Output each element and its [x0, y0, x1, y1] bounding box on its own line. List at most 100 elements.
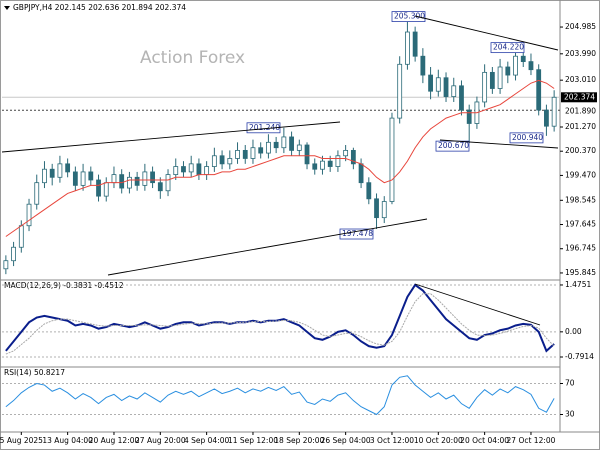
candle-body: [435, 77, 441, 92]
x-tick-label: 27 Aug 20:00: [135, 436, 186, 445]
level-label: 201.890: [565, 106, 596, 115]
annotation-label: 201.240: [249, 123, 280, 132]
candle-body: [181, 166, 186, 173]
y-tick-label: 198.545: [565, 195, 596, 204]
indicator-line: [5, 375, 555, 416]
candle-body: [381, 201, 387, 219]
y-tick-label: 0.00: [565, 327, 582, 336]
candle-body: [397, 63, 403, 119]
candle-body: [204, 166, 210, 176]
x-tick-label: 5 Aug 2025: [0, 436, 43, 445]
moving-average: [5, 79, 555, 237]
trend-line: [414, 15, 559, 51]
candle-body: [320, 160, 325, 170]
candle-body: [219, 155, 225, 165]
x-tick-label: 10 Oct 20:00: [414, 436, 463, 445]
candle-body: [459, 85, 464, 111]
candle-body: [103, 182, 109, 197]
annotation-box: [246, 122, 281, 134]
candle-body: [72, 171, 78, 186]
candle-body: [544, 109, 549, 127]
annotation-box: [509, 132, 544, 144]
candle-body: [528, 61, 534, 71]
annotation-label: 205.300: [394, 12, 425, 21]
y-tick-label: 199.470: [565, 170, 596, 179]
candle-body: [173, 166, 179, 176]
candle-body: [242, 149, 248, 159]
candle-body: [227, 158, 233, 165]
indicator-line: [5, 293, 555, 355]
indicator-line: [5, 283, 555, 353]
x-tick-label: 13 Aug 04:00: [42, 436, 93, 445]
candle-body: [551, 96, 557, 127]
y-tick-label: 30: [565, 410, 575, 419]
candle-body: [65, 163, 71, 173]
y-tick-label: 195.845: [565, 268, 596, 277]
y-tick-label: 1.4751: [565, 280, 591, 289]
candle-body: [119, 174, 125, 189]
macd-title: MACD(12,26,9) -0.3831 -0.4512: [4, 281, 124, 290]
annotation-label: 204.220: [493, 43, 524, 52]
candle-body: [18, 225, 24, 248]
candle-body: [134, 176, 140, 186]
candle-body: [389, 117, 395, 202]
candle-body: [513, 55, 518, 76]
candle-body: [96, 179, 101, 197]
candle-body: [536, 69, 542, 111]
candle-body: [165, 174, 171, 192]
candle-body: [289, 136, 294, 151]
annotation-box: [490, 42, 525, 54]
y-tick-label: 196.745: [565, 244, 596, 253]
candle-body: [304, 144, 310, 165]
candle-body: [57, 163, 63, 178]
x-tick-label: 18 Sep 20:00: [274, 436, 324, 445]
chart-title: GBPJPY,H4 202.145 202.636 201.894 202.37…: [13, 3, 186, 12]
trend-line: [439, 139, 559, 149]
rsi-title: RSI(14) 50.8217: [4, 368, 65, 377]
candle-body: [250, 147, 256, 159]
candle-body: [88, 171, 94, 181]
y-tick-label: 70: [565, 379, 575, 388]
candle-body: [520, 55, 526, 63]
candle-body: [420, 55, 426, 76]
candle-body: [335, 155, 341, 167]
y-tick-label: 200.370: [565, 146, 596, 155]
annotation-label: 200.670: [438, 141, 469, 150]
y-tick-label: 203.010: [565, 75, 596, 84]
y-tick-label: 201.270: [565, 122, 596, 131]
annotation-label: 200.940: [512, 133, 543, 142]
x-tick-label: 27 Oct 12:00: [507, 436, 556, 445]
candle-body: [412, 31, 418, 57]
candle-body: [281, 136, 287, 149]
annotation-box: [391, 11, 426, 22]
x-tick-label: 11 Sep 12:00: [228, 436, 278, 445]
candle-body: [358, 163, 364, 184]
candle-body: [327, 160, 333, 167]
candle-body: [157, 182, 163, 192]
candle-body: [343, 149, 349, 157]
candle-body: [451, 85, 457, 97]
last-price-box: [561, 92, 597, 103]
candle-body: [80, 171, 86, 186]
y-tick-label: -0.7914: [565, 352, 594, 361]
candle-body: [482, 71, 488, 103]
candle-body: [505, 66, 511, 76]
candle-body: [405, 31, 410, 65]
candle-body: [273, 141, 279, 149]
candle-body: [142, 171, 148, 186]
candle-body: [111, 174, 117, 184]
x-tick-label: 20 Aug 12:00: [89, 436, 140, 445]
y-tick-label: 203.990: [565, 49, 596, 58]
candle-body: [211, 155, 217, 167]
x-tick-label: 26 Sep 04:00: [321, 436, 371, 445]
x-tick-label: 20 Oct 04:00: [460, 436, 509, 445]
candle-body: [466, 109, 472, 124]
y-tick-label: 204.985: [565, 22, 596, 31]
candle-body: [443, 77, 449, 97]
watermark: Action Forex: [140, 48, 245, 68]
candle-body: [312, 163, 318, 170]
candle-body: [497, 66, 503, 89]
trend-line: [1, 121, 341, 153]
candle-body: [489, 71, 495, 89]
